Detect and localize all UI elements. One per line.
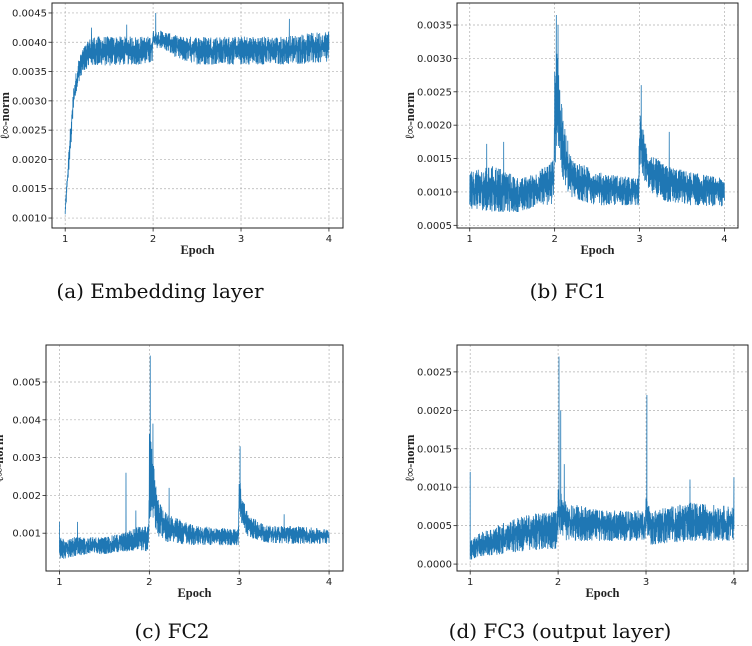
y-axis-label: ℓ∞-norm [403, 91, 417, 140]
axes-frame [45, 344, 344, 572]
y-tick-label: 0.0025 [417, 87, 452, 98]
x-tick-label: 2 [551, 234, 557, 245]
subfigure-caption: (a) Embedding layer [56, 279, 264, 303]
y-axis-label: ℓ∞-norm [0, 91, 12, 140]
y-tick-label: 0.0045 [12, 8, 47, 19]
y-tick-label: 0.0015 [417, 154, 452, 165]
y-tick-label: 0.0010 [417, 187, 452, 198]
y-tick-label: 0.0025 [417, 367, 452, 378]
y-tick-label: 0.0015 [12, 184, 47, 195]
series-line [59, 355, 330, 559]
x-tick-label: 3 [636, 234, 642, 245]
y-tick-label: 0.0010 [12, 214, 47, 225]
y-tick-label: 0.001 [12, 529, 41, 540]
x-tick-label: 4 [326, 234, 332, 245]
y-axis-label: ℓ∞-norm [0, 434, 6, 483]
y-tick-label: 0.005 [12, 378, 41, 389]
x-tick-label: 2 [150, 234, 156, 245]
y-tick-label: 0.0000 [417, 560, 452, 571]
subfigure-caption: (d) FC3 (output layer) [449, 619, 672, 643]
y-tick-label: 0.004 [12, 415, 41, 426]
x-axis-label: Epoch [177, 586, 211, 600]
x-axis-label: Epoch [585, 586, 619, 600]
y-tick-label: 0.003 [12, 453, 41, 464]
subfigure-caption: (c) FC2 [134, 619, 209, 643]
x-tick-label: 4 [326, 577, 332, 588]
y-tick-label: 0.0025 [12, 126, 47, 137]
subplot-fc2: 1 2 3 4 0.001 0.002 0.003 0.004 0.005 Epoch ℓ∞-nor… [0, 344, 344, 643]
y-tick-label: 0.002 [12, 491, 41, 502]
x-tick-label: 4 [731, 577, 737, 588]
x-tick-label: 1 [467, 577, 473, 588]
x-tick-label: 1 [62, 234, 68, 245]
y-tick-label: 0.0020 [417, 406, 452, 417]
axes-frame [51, 2, 344, 229]
y-axis-label: ℓ∞-norm [403, 434, 417, 483]
x-tick-label: 3 [643, 577, 649, 588]
x-tick-label: 4 [721, 234, 727, 245]
y-tick-label: 0.0010 [417, 483, 452, 494]
x-tick-label: 1 [467, 234, 473, 245]
y-tick-label: 0.0035 [12, 67, 47, 78]
y-tick-label: 0.0015 [417, 444, 452, 455]
y-tick-label: 0.0005 [417, 521, 452, 532]
x-tick-label: 3 [236, 577, 242, 588]
x-tick-label: 1 [56, 577, 62, 588]
subfigure-caption: (b) FC1 [530, 279, 607, 303]
x-axis-label: Epoch [580, 243, 614, 257]
y-tick-label: 0.0020 [417, 121, 452, 132]
subplot-fc1: 1 2 3 4 0.0005 0.0010 0.0015 0.0020 0.0025 0.0030… [403, 2, 739, 303]
y-tick-label: 0.0030 [12, 96, 47, 107]
y-tick-label: 0.0040 [12, 38, 47, 49]
series-line [469, 356, 735, 560]
series-line [469, 15, 725, 212]
y-tick-label: 0.0005 [417, 221, 452, 232]
axes-frame [456, 344, 749, 572]
x-tick-label: 3 [238, 234, 244, 245]
x-axis-label: Epoch [180, 243, 214, 257]
subplot-fc3: 1 2 3 4 0.0000 0.0005 0.0010 0.0015 0.0020 0.0025… [403, 344, 749, 643]
y-tick-label: 0.0035 [417, 21, 452, 32]
subplot-embedding: 1 2 3 4 0.0010 0.0015 0.0020 0.0025 0.0030 0.0035… [0, 2, 344, 303]
y-tick-label: 0.0030 [417, 54, 452, 65]
y-tick-label: 0.0020 [12, 155, 47, 166]
x-tick-label: 2 [146, 577, 152, 588]
axes-frame [456, 2, 739, 229]
x-tick-label: 2 [555, 577, 561, 588]
series-line [64, 12, 330, 215]
